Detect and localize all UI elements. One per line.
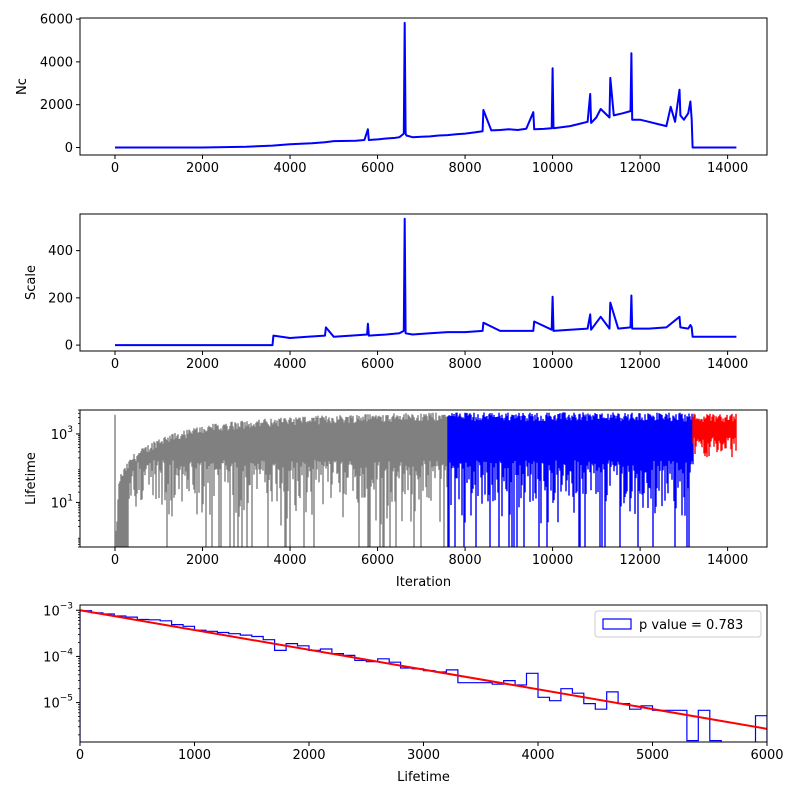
legend-frame: [594, 610, 762, 638]
x-tick-label: 14000: [707, 553, 748, 568]
x-tick-label: 2000: [292, 748, 325, 763]
x-tick-label: 4000: [273, 553, 306, 568]
x-tick-label: 14000: [707, 357, 748, 372]
plot-background: [80, 18, 767, 155]
trace-segment: [692, 413, 737, 458]
x-tick-label: 10000: [532, 161, 573, 176]
y-axis-label: Scale: [24, 265, 39, 300]
fit-line: [80, 609, 767, 730]
y-tick-label: 103: [51, 424, 73, 442]
x-tick-label: 12000: [619, 357, 660, 372]
series-line: [115, 217, 737, 347]
x-tick-label: 10000: [532, 357, 573, 372]
x-tick-label: 6000: [750, 748, 783, 763]
x-tick-label: 8000: [449, 161, 482, 176]
x-tick-label: 10000: [532, 553, 573, 568]
trace-area: [114, 412, 737, 547]
y-tick-label: 10−5: [43, 693, 73, 711]
x-tick-label: 4000: [273, 161, 306, 176]
x-tick-label: 12000: [619, 161, 660, 176]
y-tick-label: 101: [51, 493, 73, 511]
x-tick-label: 12000: [619, 553, 660, 568]
y-tick-label: 10−4: [43, 647, 73, 665]
y-axis-label: Nc: [15, 78, 30, 95]
plot-background: [80, 214, 767, 351]
panel-nc: 0 2000 4000 6000 8000 10000 12000 14000 0 2000 400…: [15, 13, 768, 176]
x-tick-label: 14000: [707, 161, 748, 176]
x-tick-label: 6000: [361, 553, 394, 568]
x-tick-label: 0: [111, 553, 119, 568]
x-tick-label: 0: [111, 161, 119, 176]
panel-lifetime-histogram: p value = 0.783 0 1000 2000 3000 4000 5000 6000…: [43, 601, 783, 785]
trace-segment: [114, 412, 449, 547]
legend: p value = 0.783: [594, 610, 762, 638]
x-tick-label: 2000: [186, 357, 219, 372]
x-axis-label: Lifetime: [397, 770, 450, 785]
x-tick-label: 3000: [407, 748, 440, 763]
y-axis-label: Lifetime: [24, 452, 39, 505]
plot-frame: [79, 213, 768, 352]
y-tick-label: 0: [65, 141, 73, 156]
y-tick-label: 2000: [40, 98, 73, 113]
legend-swatch: [602, 618, 632, 630]
y-tick-label: 6000: [40, 13, 73, 28]
x-tick-label: 2000: [186, 161, 219, 176]
trace-segment: [447, 412, 694, 547]
y-tick-label: 200: [48, 291, 73, 306]
x-tick-label: 0: [76, 748, 84, 763]
x-axis-label: Iteration: [396, 575, 451, 590]
x-tick-label: 4000: [521, 748, 554, 763]
y-tick-label: 0: [65, 339, 73, 354]
plot-frame: [79, 17, 768, 156]
series-line: [115, 21, 737, 149]
x-tick-label: 5000: [636, 748, 669, 763]
y-tick-label: 10−3: [43, 601, 73, 619]
x-tick-label: 8000: [449, 553, 482, 568]
y-tick-label: 4000: [40, 55, 73, 70]
legend-label: p value = 0.783: [639, 618, 743, 633]
y-tick-label: 400: [48, 244, 73, 259]
panel-scale: 0 2000 4000 6000 8000 10000 12000 14000 0 200 400 S…: [24, 213, 768, 372]
x-tick-label: 2000: [186, 553, 219, 568]
panel-lifetime-trace: 0 2000 4000 6000 8000 10000 12000 14000 101 103 Li…: [24, 409, 768, 590]
x-tick-label: 4000: [273, 357, 306, 372]
x-tick-label: 6000: [361, 357, 394, 372]
x-tick-label: 8000: [449, 357, 482, 372]
hist-area: [80, 609, 767, 742]
histogram-step: [80, 610, 767, 742]
x-tick-label: 0: [111, 357, 119, 372]
x-tick-label: 1000: [178, 748, 211, 763]
x-tick-label: 6000: [361, 161, 394, 176]
